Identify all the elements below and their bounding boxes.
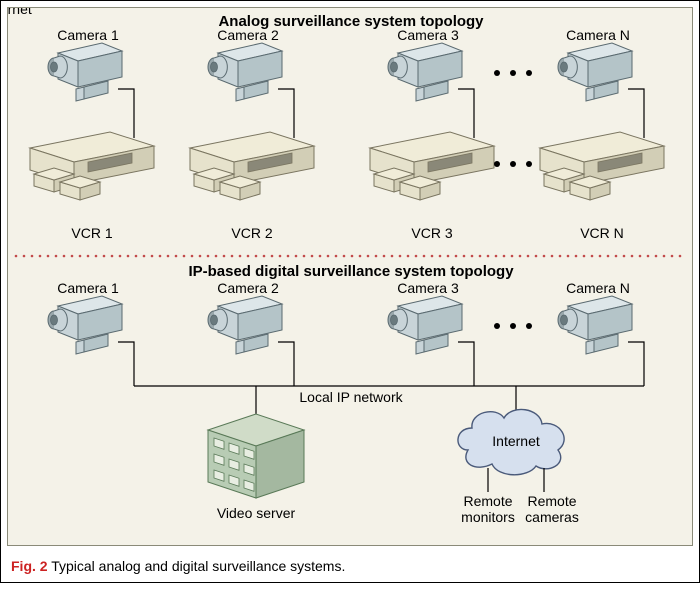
svg-text:VCR 2: VCR 2 [231,225,272,241]
caption-text: Typical analog and digital surveillance … [48,558,346,574]
camera-icon [208,296,282,354]
figure-container: Analog surveillance system topologyCamer… [0,0,700,583]
internet-cloud-icon: Internet [458,409,564,474]
svg-text:VCR N: VCR N [580,225,624,241]
svg-text:Camera 3: Camera 3 [397,280,459,296]
svg-text:IP-based digital surveillance: IP-based digital surveillance system top… [188,263,514,280]
caption-label: Fig. 2 [11,558,48,574]
vcr-icon [190,132,314,200]
camera-icon [48,296,122,354]
camera-icon [558,296,632,354]
svg-text:Camera N: Camera N [566,280,630,296]
svg-text:Camera 3: Camera 3 [397,27,459,43]
vcr-icon [30,132,154,200]
svg-text:VCR 1: VCR 1 [71,225,112,241]
svg-text:Remotecameras: Remotecameras [525,493,579,525]
video-server-icon [208,414,304,498]
diagram-svg: Analog surveillance system topologyCamer… [8,8,694,545]
svg-text:Camera 1: Camera 1 [57,27,119,43]
svg-text:Internet: Internet [492,433,540,449]
svg-text:Camera 1: Camera 1 [57,280,119,296]
diagram-panel: Analog surveillance system topologyCamer… [7,7,693,546]
camera-icon [208,43,282,101]
camera-icon [388,43,462,101]
svg-text:Internet: Internet [8,8,32,17]
vcr-icon [370,132,494,200]
camera-icon [388,296,462,354]
svg-text:Local IP network: Local IP network [299,389,403,405]
svg-text:VCR 3: VCR 3 [411,225,452,241]
svg-text:Remotemonitors: Remotemonitors [461,493,515,525]
svg-text:Camera 2: Camera 2 [217,280,279,296]
svg-text:Video server: Video server [217,505,296,521]
svg-text:Camera 2: Camera 2 [217,27,279,43]
vcr-icon [540,132,664,200]
camera-icon [558,43,632,101]
svg-text:Camera N: Camera N [566,27,630,43]
camera-icon [48,43,122,101]
figure-caption: Fig. 2 Typical analog and digital survei… [1,552,699,582]
